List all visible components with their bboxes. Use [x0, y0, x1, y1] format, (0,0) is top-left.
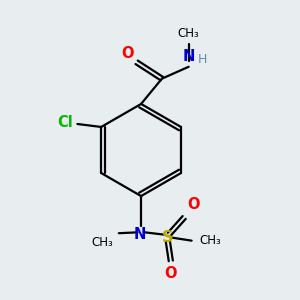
Text: O: O [187, 197, 200, 212]
Text: O: O [122, 46, 134, 61]
Text: N: N [182, 50, 195, 64]
Text: Cl: Cl [57, 115, 73, 130]
Text: O: O [165, 266, 177, 281]
Text: CH₃: CH₃ [199, 234, 221, 247]
Text: H: H [198, 53, 208, 66]
Text: N: N [134, 227, 146, 242]
Text: CH₃: CH₃ [178, 27, 200, 40]
Text: S: S [162, 230, 174, 245]
Text: CH₃: CH₃ [91, 236, 113, 249]
